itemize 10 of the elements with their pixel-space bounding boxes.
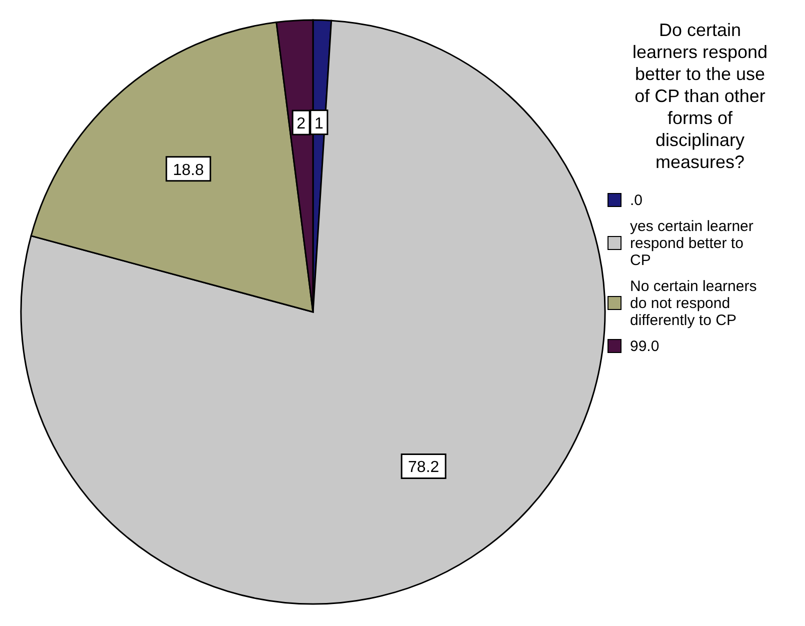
data-label: 1 — [314, 115, 324, 132]
data-label: 2 — [296, 116, 306, 133]
legend-label: yes certain learner respond better to CP — [630, 218, 754, 269]
pie-slice — [20, 20, 606, 605]
legend-label: No certain learners do not respond differently to CP — [630, 278, 757, 329]
legend-title: Do certain learners respond better to the use of CP than other forms of disciplinary measures? — [632, 20, 768, 172]
data-label: 78.2 — [408, 459, 440, 476]
legend-label: 99.0 — [630, 338, 660, 355]
data-label: 18.8 — [172, 162, 204, 179]
legend-label: .0 — [630, 192, 643, 209]
